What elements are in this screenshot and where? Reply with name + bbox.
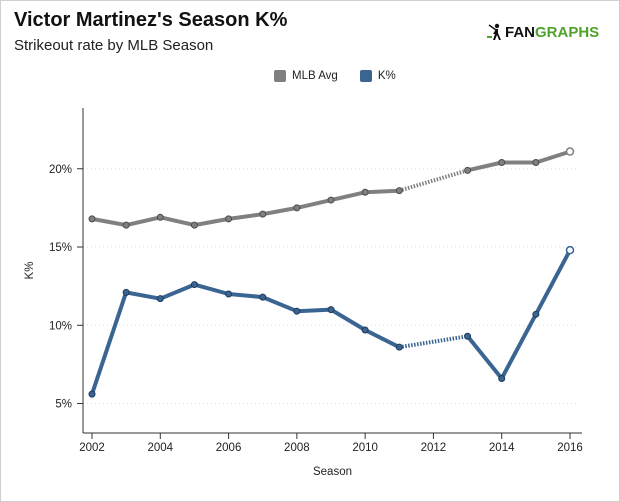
x-tick-label: 2016: [557, 442, 583, 454]
data-point-k-pct: [88, 390, 96, 398]
x-tick-label: 2014: [489, 442, 515, 454]
x-tick-label: 2008: [284, 442, 310, 454]
data-point-mlb-avg: [361, 188, 369, 196]
y-tick-label: 5%: [55, 399, 72, 411]
logo-text-fan: FAN: [505, 23, 535, 41]
data-point-mlb-avg: [88, 215, 96, 223]
x-tick-label: 2010: [352, 442, 378, 454]
data-point-mlb-avg: [395, 187, 403, 195]
series-line-mlb-avg: [465, 149, 572, 173]
data-point-mlb-avg: [190, 221, 198, 229]
data-point-k-pct: [259, 293, 267, 301]
data-point-mlb-avg: [293, 204, 301, 212]
data-point-mlb-avg: [532, 159, 540, 167]
data-point-k-pct: [464, 332, 472, 340]
data-point-k-pct: [190, 281, 198, 289]
data-point-k-pct: [156, 295, 164, 303]
series-line-k-pct: [465, 248, 572, 381]
data-point-mlb-avg: [156, 213, 164, 221]
legend-label-mlb-avg: MLB Avg: [292, 70, 338, 82]
data-point-mlb-avg: [565, 147, 575, 156]
x-tick-label: 2004: [147, 442, 173, 454]
y-tick-label: 15%: [49, 242, 72, 254]
batter-icon: [487, 23, 501, 40]
data-point-k-pct: [293, 307, 301, 315]
y-axis-title: K%: [24, 262, 36, 280]
legend-item-mlb-avg[interactable]: MLB Avg: [274, 70, 338, 82]
data-point-k-pct: [361, 326, 369, 334]
series-line-mlb-avg: [90, 188, 402, 228]
x-tick-label: 2012: [421, 442, 447, 454]
x-tick-label: 2006: [216, 442, 242, 454]
data-point-k-pct: [565, 245, 575, 255]
chart-legend: MLB Avg K%: [274, 70, 418, 82]
legend-swatch-mlb-avg: [274, 70, 286, 82]
legend-swatch-k-pct: [359, 70, 372, 82]
chart-subtitle: Strikeout rate by MLB Season: [14, 37, 214, 54]
data-point-mlb-avg: [498, 159, 506, 167]
data-point-k-pct: [498, 374, 506, 382]
data-point-k-pct: [122, 288, 130, 296]
x-axis-title: Season: [313, 466, 352, 478]
data-point-mlb-avg: [259, 210, 267, 218]
chart-title: Victor Martinez's Season K%: [14, 9, 288, 31]
data-point-k-pct: [327, 306, 335, 314]
data-point-mlb-avg: [327, 196, 335, 204]
data-point-mlb-avg: [464, 166, 472, 174]
legend-item-k-pct[interactable]: K%: [359, 70, 396, 82]
data-point-k-pct: [395, 343, 403, 351]
data-point-k-pct: [225, 290, 233, 298]
series-gap-k-pct: [398, 334, 468, 350]
x-tick-label: 2002: [79, 442, 105, 454]
series-gap-mlb-avg: [398, 168, 469, 193]
legend-label-k-pct: K%: [377, 70, 396, 82]
y-tick-label: 10%: [49, 320, 72, 332]
data-point-mlb-avg: [225, 215, 233, 223]
fangraphs-logo: FAN GRAPHS: [487, 23, 599, 41]
data-point-mlb-avg: [122, 221, 130, 229]
data-point-k-pct: [532, 310, 540, 318]
y-tick-label: 20%: [49, 164, 72, 176]
logo-text-graphs: GRAPHS: [535, 23, 600, 41]
series-line-k-pct: [90, 282, 402, 397]
